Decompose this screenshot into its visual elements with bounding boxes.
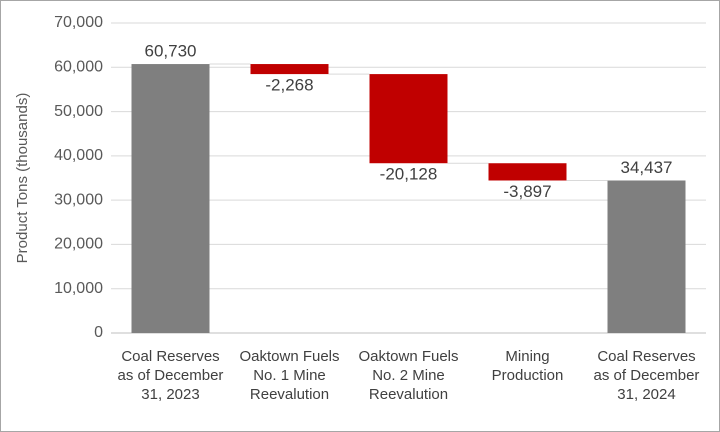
bar — [488, 163, 567, 181]
y-tick-label: 50,000 — [54, 103, 103, 120]
x-tick-label: Oaktown Fuels No. 1 Mine Reevalution — [239, 348, 340, 403]
bar — [369, 74, 448, 164]
y-tick-label: 0 — [94, 324, 103, 341]
y-tick-label: 10,000 — [54, 280, 103, 297]
bar — [607, 180, 686, 333]
y-tick-label: 20,000 — [54, 236, 103, 253]
value-label: 60,730 — [145, 42, 197, 61]
x-tick-label: Mining Production — [491, 348, 564, 384]
y-tick-label: 70,000 — [54, 14, 103, 31]
y-tick-label: 60,000 — [54, 59, 103, 76]
y-tick-label: 40,000 — [54, 147, 103, 164]
bar — [250, 64, 329, 75]
value-label: 34,437 — [621, 158, 673, 177]
value-label: -20,128 — [380, 165, 438, 184]
x-tick-label: Coal Reserves as of December 31, 2024 — [593, 348, 700, 403]
y-axis-label: Product Tons (thousands) — [14, 93, 31, 264]
y-tick-label: 30,000 — [54, 191, 103, 208]
bar — [131, 64, 210, 333]
value-label: -3,897 — [503, 182, 551, 201]
value-label: -2,268 — [265, 76, 313, 95]
x-tick-label: Oaktown Fuels No. 2 Mine Reevalution — [358, 348, 459, 403]
x-tick-label: Coal Reserves as of December 31, 2023 — [117, 348, 224, 403]
